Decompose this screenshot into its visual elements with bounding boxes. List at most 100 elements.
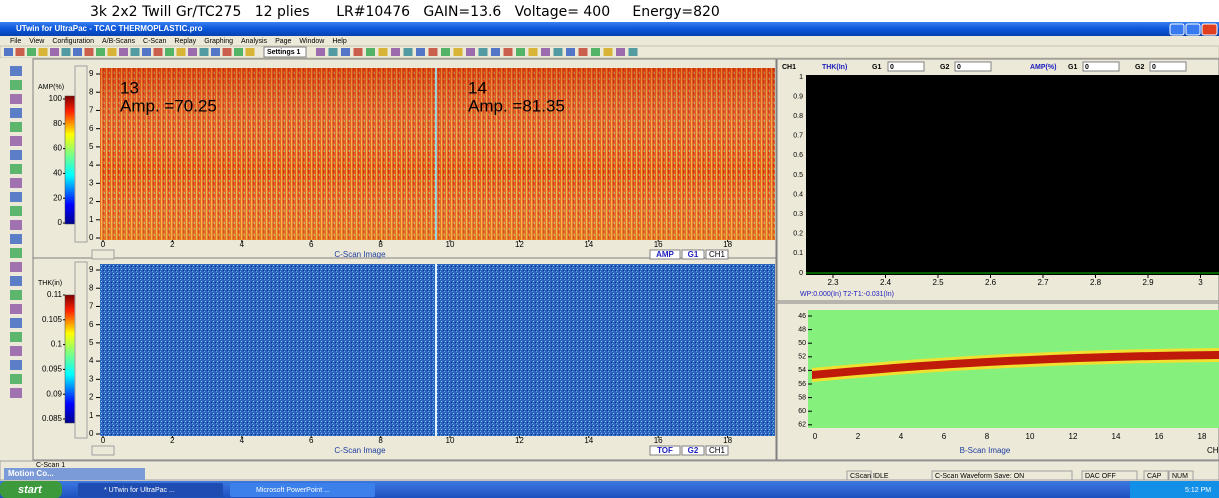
tab-label[interactable]: C-Scan 1 <box>36 462 65 469</box>
toolbar-button[interactable] <box>316 48 325 56</box>
toolbar-button[interactable] <box>234 48 243 56</box>
tool-button[interactable] <box>10 318 22 328</box>
tool-button[interactable] <box>10 66 22 76</box>
toolbar-button[interactable] <box>119 48 128 56</box>
y-tick-label: 0.8 <box>793 113 803 120</box>
horizontal-scrollbar[interactable] <box>92 250 114 259</box>
vertical-scrollbar[interactable] <box>75 66 87 242</box>
tool-button[interactable] <box>10 374 22 384</box>
tool-button[interactable] <box>10 276 22 286</box>
toolbar-button[interactable] <box>154 48 163 56</box>
toolbar-button[interactable] <box>629 48 638 56</box>
tool-button[interactable] <box>10 248 22 258</box>
horizontal-scrollbar[interactable] <box>92 446 114 455</box>
toolbar-button[interactable] <box>341 48 350 56</box>
toolbar-button[interactable] <box>131 48 140 56</box>
tool-button[interactable] <box>10 220 22 230</box>
toolbar-button[interactable] <box>454 48 463 56</box>
menu-item[interactable]: Help <box>332 38 347 45</box>
tool-button[interactable] <box>10 332 22 342</box>
toolbar-button[interactable] <box>604 48 613 56</box>
menu-item[interactable]: File <box>10 38 21 45</box>
toolbar-button[interactable] <box>504 48 513 56</box>
menu-item[interactable]: Replay <box>174 38 196 45</box>
toolbar-button[interactable] <box>188 48 197 56</box>
toolbar-button[interactable] <box>39 48 48 56</box>
tool-button[interactable] <box>10 136 22 146</box>
colorbar-tick-label: 80 <box>53 119 62 128</box>
tool-button[interactable] <box>10 388 22 398</box>
tool-button[interactable] <box>10 164 22 174</box>
toolbar-button[interactable] <box>529 48 538 56</box>
tool-button[interactable] <box>10 94 22 104</box>
toolbar-button[interactable] <box>142 48 151 56</box>
menu-item[interactable]: Configuration <box>52 38 94 45</box>
toolbar-button[interactable] <box>379 48 388 56</box>
close-button[interactable] <box>1202 24 1217 35</box>
toolbar-button[interactable] <box>329 48 338 56</box>
toolbar-button[interactable] <box>441 48 450 56</box>
toolbar-button[interactable] <box>416 48 425 56</box>
tool-button[interactable] <box>10 108 22 118</box>
toolbar-button[interactable] <box>223 48 232 56</box>
toolbar-button[interactable] <box>566 48 575 56</box>
tool-button[interactable] <box>10 304 22 314</box>
toolbar-button[interactable] <box>62 48 71 56</box>
toolbar-button[interactable] <box>354 48 363 56</box>
toolbar-button[interactable] <box>96 48 105 56</box>
tool-button[interactable] <box>10 178 22 188</box>
toolbar-button[interactable] <box>366 48 375 56</box>
maximize-button[interactable] <box>1186 24 1200 35</box>
toolbar-button[interactable] <box>391 48 400 56</box>
toolbar-button[interactable] <box>108 48 117 56</box>
tool-button[interactable] <box>10 150 22 160</box>
toolbar-button[interactable] <box>27 48 36 56</box>
toolbar-button[interactable] <box>177 48 186 56</box>
toolbar-button[interactable] <box>516 48 525 56</box>
toolbar-button[interactable] <box>50 48 59 56</box>
tool-button[interactable] <box>10 262 22 272</box>
toolbar-button[interactable] <box>616 48 625 56</box>
x-tick-label: 8 <box>985 432 990 441</box>
toolbar-button[interactable] <box>4 48 13 56</box>
toolbar-button[interactable] <box>429 48 438 56</box>
tool-button[interactable] <box>10 290 22 300</box>
colorbar-tick-label: 0 <box>58 218 63 227</box>
toolbar-button[interactable] <box>591 48 600 56</box>
tool-button[interactable] <box>10 80 22 90</box>
y-tick-label: 6 <box>89 124 94 133</box>
panel-caption: C-Scan Image <box>334 250 386 259</box>
tool-button[interactable] <box>10 346 22 356</box>
vertical-scrollbar[interactable] <box>75 262 87 438</box>
menu-item[interactable]: A/B-Scans <box>102 38 136 45</box>
toolbar-button[interactable] <box>404 48 413 56</box>
toolbar-button[interactable] <box>165 48 174 56</box>
toolbar-button[interactable] <box>479 48 488 56</box>
tool-button[interactable] <box>10 360 22 370</box>
toolbar-button[interactable] <box>541 48 550 56</box>
tool-button[interactable] <box>10 206 22 216</box>
menu-item[interactable]: View <box>29 38 45 45</box>
menu-item[interactable]: C-Scan <box>143 38 166 45</box>
tool-button[interactable] <box>10 192 22 202</box>
tool-button[interactable] <box>10 234 22 244</box>
toolbar-button[interactable] <box>73 48 82 56</box>
y-tick-label: 62 <box>798 422 806 429</box>
toolbar-button[interactable] <box>211 48 220 56</box>
toolbar-button[interactable] <box>491 48 500 56</box>
menu-item[interactable]: Analysis <box>241 38 268 45</box>
toolbar-button[interactable] <box>85 48 94 56</box>
menu-item[interactable]: Graphing <box>204 38 233 45</box>
toolbar-button[interactable] <box>246 48 255 56</box>
menu-item[interactable]: Window <box>299 38 325 45</box>
tool-button[interactable] <box>10 122 22 132</box>
minimize-button[interactable] <box>1170 24 1184 35</box>
toolbar-button[interactable] <box>466 48 475 56</box>
toolbar-button[interactable] <box>16 48 25 56</box>
menu-item[interactable]: Page <box>275 38 291 45</box>
toolbar-button[interactable] <box>200 48 209 56</box>
y-tick-label: 9 <box>89 265 94 274</box>
y-tick-label: 7 <box>89 106 94 115</box>
toolbar-button[interactable] <box>554 48 563 56</box>
toolbar-button[interactable] <box>579 48 588 56</box>
